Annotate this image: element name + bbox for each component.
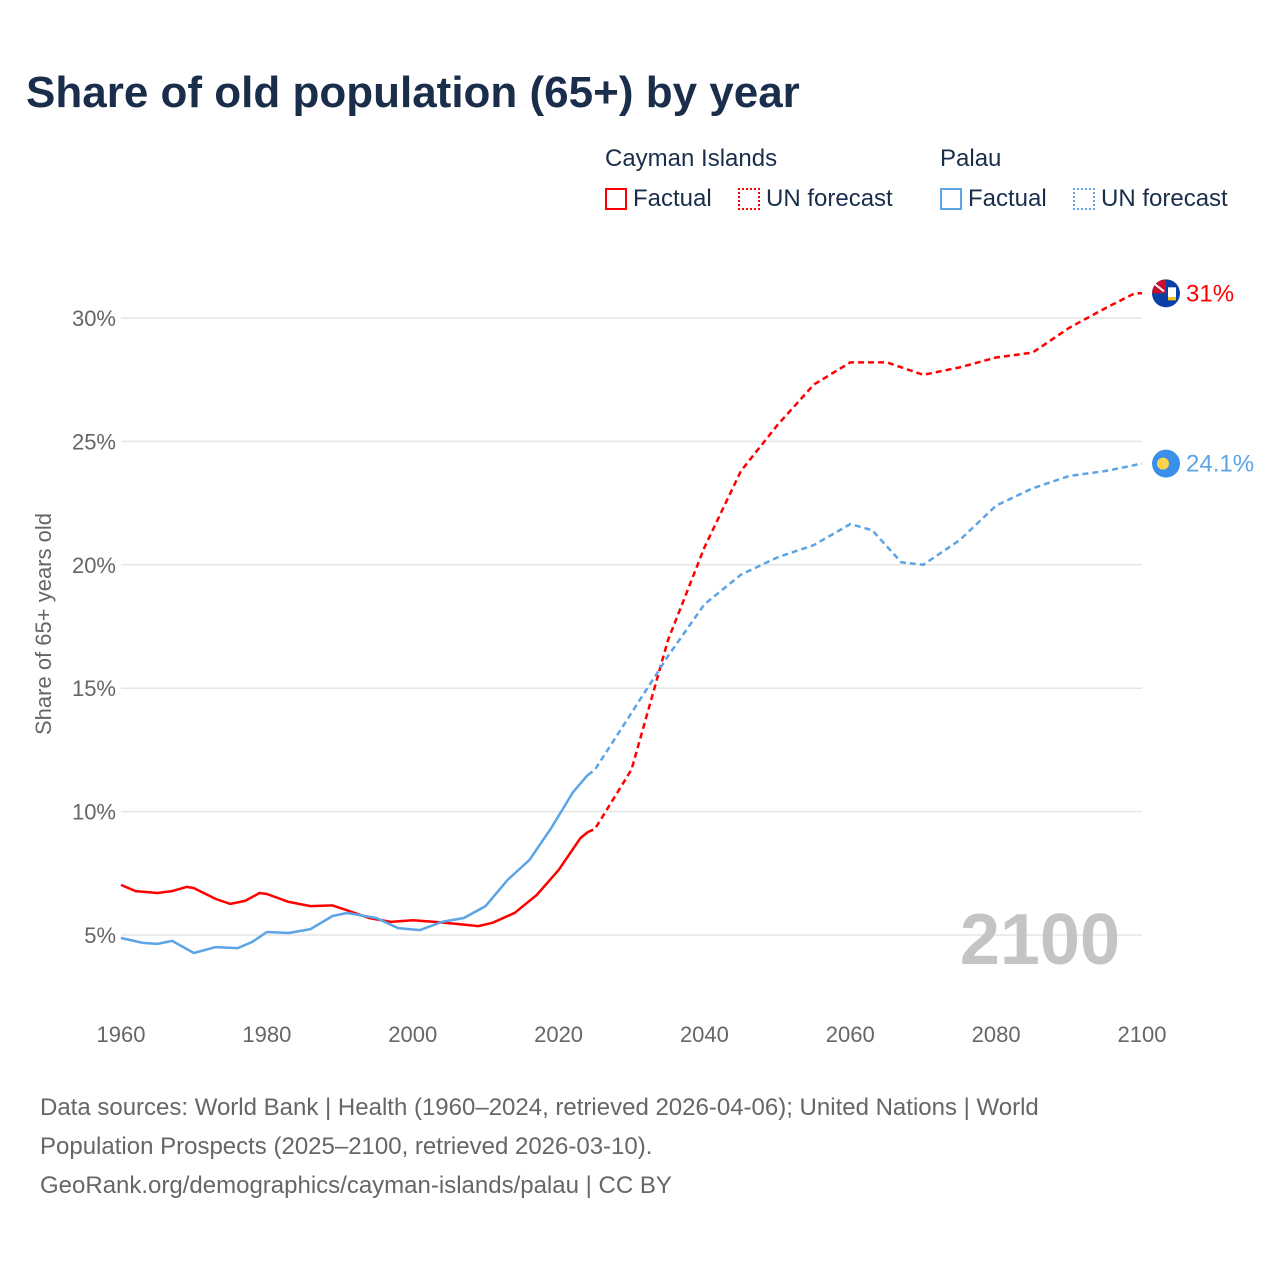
- footer-link[interactable]: GeoRank.org/demographics/cayman-islands/…: [40, 1172, 672, 1199]
- legend-swatch: [605, 188, 627, 210]
- legend-cayman-forecast[interactable]: UN forecast: [738, 185, 893, 213]
- legend-swatch: [940, 188, 962, 210]
- footer-sources-2: Population Prospects (2025–2100, retriev…: [40, 1133, 653, 1160]
- footer-sources-1: Data sources: World Bank | Health (1960–…: [40, 1094, 1039, 1121]
- legend-cayman-factual[interactable]: Factual: [605, 185, 712, 213]
- palau-flag-moon: [1157, 457, 1169, 470]
- palau-factual-line: [120, 774, 589, 955]
- legend-palau-factual[interactable]: Factual: [940, 185, 1047, 213]
- palau-end-label: 24.1%: [1186, 451, 1254, 478]
- y-tick-label: 10%: [72, 800, 116, 825]
- x-tick-label: 2100: [1118, 1022, 1167, 1047]
- legend-label: UN forecast: [1101, 185, 1228, 212]
- chart-title: Share of old population (65+) by year: [26, 68, 800, 117]
- x-tick-label: 2000: [388, 1022, 437, 1047]
- y-tick-label: 5%: [84, 923, 116, 948]
- footer: Data sources: World Bank | Health (1960–…: [40, 1088, 1240, 1205]
- cayman-end-label: 31%: [1186, 280, 1234, 307]
- legend-group-cayman: Cayman Islands: [605, 145, 778, 172]
- y-tick-label: 30%: [72, 306, 116, 331]
- x-tick-label: 1960: [97, 1022, 146, 1047]
- y-tick-label: 15%: [72, 676, 116, 701]
- legend-swatch: [1073, 188, 1095, 210]
- legend-palau-forecast[interactable]: UN forecast: [1073, 185, 1228, 213]
- x-tick-label: 2080: [972, 1022, 1021, 1047]
- x-tick-label: 2020: [534, 1022, 583, 1047]
- palau-forecast-line: [586, 462, 1143, 777]
- cayman-forecast-line: [587, 292, 1142, 834]
- legend-label: Factual: [968, 185, 1047, 212]
- flag-shield-base: [1168, 297, 1176, 301]
- y-tick-label: 25%: [72, 429, 116, 454]
- cayman-factual-line: [120, 831, 589, 928]
- flag-shield: [1168, 287, 1176, 298]
- x-tick-label: 2060: [826, 1022, 875, 1047]
- x-tick-label: 1980: [242, 1022, 291, 1047]
- year-watermark: 2100: [960, 900, 1120, 980]
- legend-group-palau: Palau: [940, 145, 1002, 172]
- legend-label: Factual: [633, 185, 712, 212]
- legend-label: UN forecast: [766, 185, 893, 212]
- flag-union-jack-stripe: [1154, 283, 1165, 293]
- x-tick-label: 2040: [680, 1022, 729, 1047]
- legend-swatch: [738, 188, 760, 210]
- y-tick-label: 20%: [72, 553, 116, 578]
